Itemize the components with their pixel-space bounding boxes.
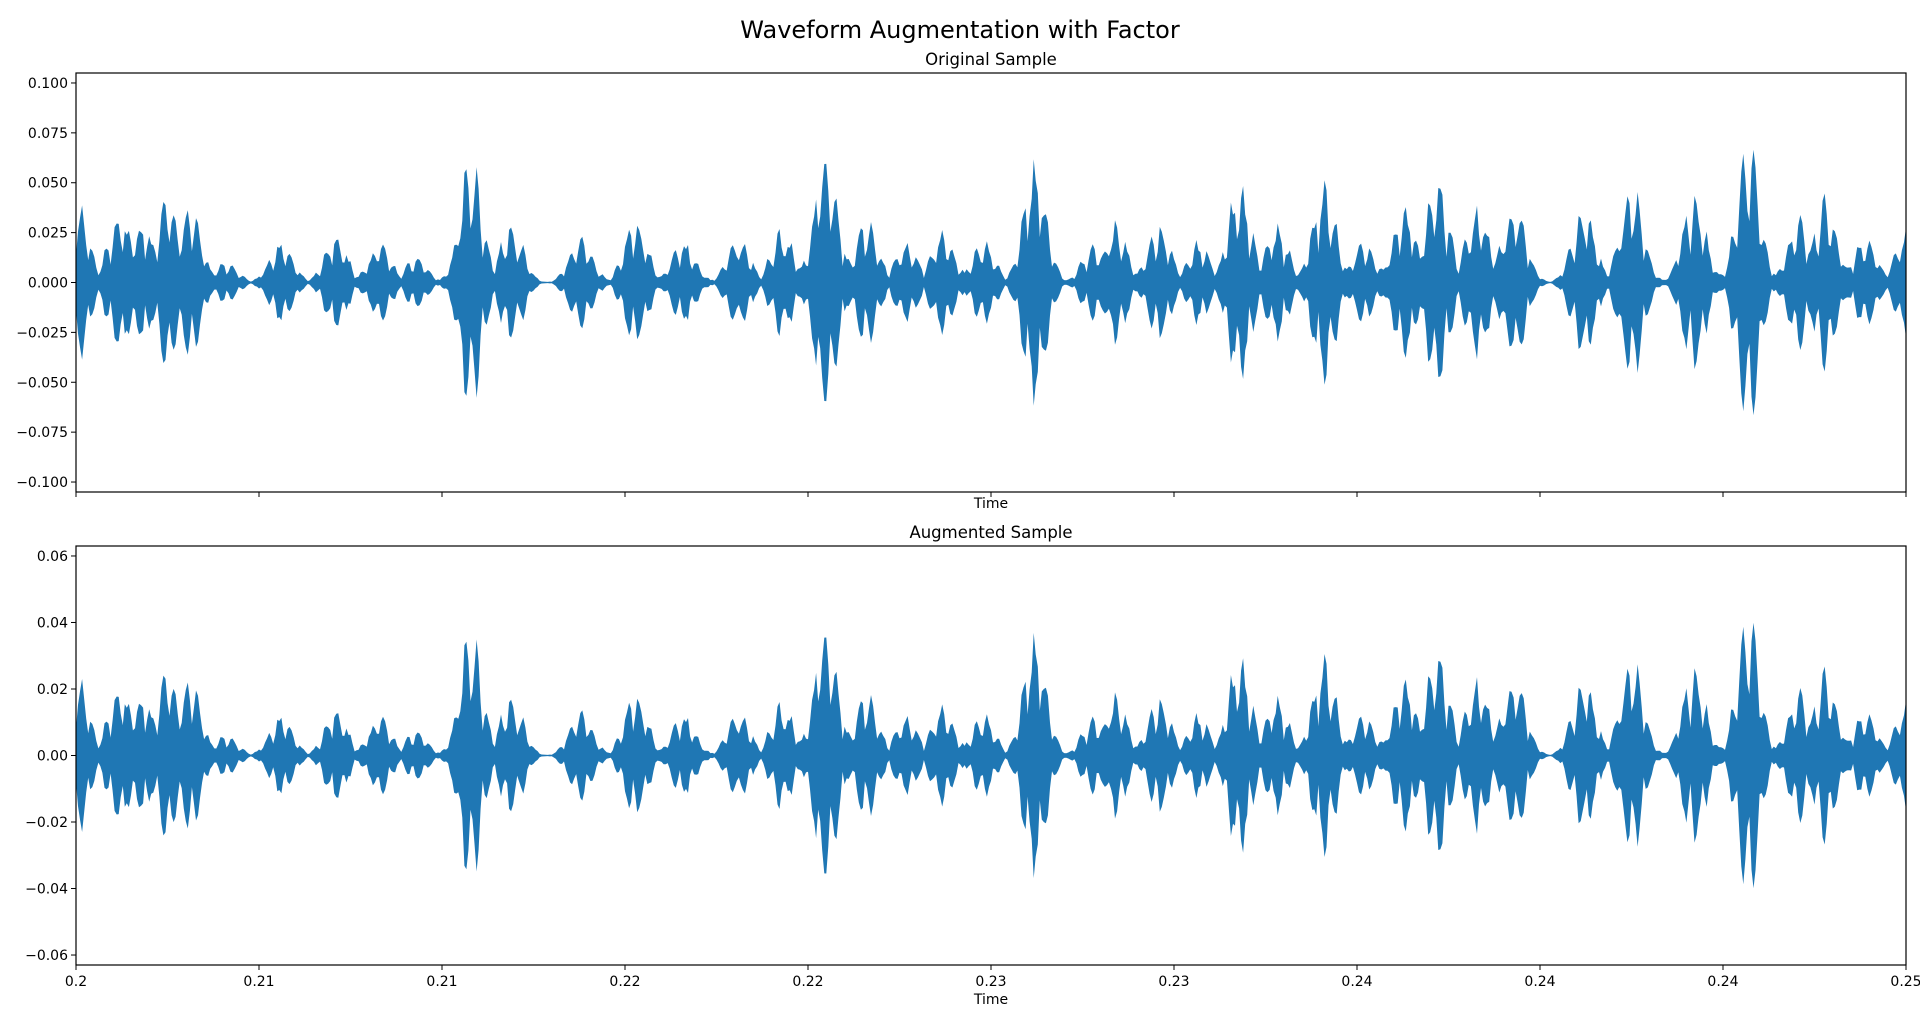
x-tick-label: 0.25 xyxy=(1890,974,1920,990)
x-tick-label: 0.23 xyxy=(975,974,1006,990)
y-tick-label: −0.100 xyxy=(16,475,68,491)
y-tick-label: 0.075 xyxy=(28,126,68,142)
y-tick-label: −0.04 xyxy=(25,882,68,898)
waveform-area xyxy=(76,622,1906,889)
y-tick-label: 0.050 xyxy=(28,176,68,192)
y-tick-label: −0.06 xyxy=(25,948,68,964)
x-tick-label: 0.22 xyxy=(609,974,640,990)
x-tick-label: 0.24 xyxy=(1707,974,1738,990)
axes-original: Original Sample −0.100 −0.075 −0.050 −0.025 0… xyxy=(16,50,1907,512)
y-tick-label: 0.00 xyxy=(37,749,68,765)
axes-augmented: Augmented Sample −0.06 −0.04 −0.02 0.00 0.02 0… xyxy=(25,523,1920,1008)
x-tick-label: 0.22 xyxy=(792,974,823,990)
x-tick-label: 0.24 xyxy=(1341,974,1372,990)
axes-title: Augmented Sample xyxy=(909,523,1072,542)
y-tick-label: −0.025 xyxy=(16,325,68,341)
x-tick-label: 0.21 xyxy=(243,974,274,990)
y-tick-label: −0.075 xyxy=(16,425,68,441)
axes-title: Original Sample xyxy=(925,50,1057,69)
waveform-area xyxy=(76,149,1906,416)
y-tick-label: 0.100 xyxy=(28,76,68,92)
y-tick-label: 0.025 xyxy=(28,226,68,242)
y-tick-label: 0.02 xyxy=(37,682,68,698)
y-tick-label: 0.04 xyxy=(37,615,68,631)
x-axis-label: Time xyxy=(973,496,1008,512)
x-axis-label: Time xyxy=(973,992,1008,1008)
y-tick-label: 0.06 xyxy=(37,549,68,565)
x-tick-label: 0.23 xyxy=(1158,974,1189,990)
y-tick-label: 0.000 xyxy=(28,276,68,292)
x-tick-label: 0.21 xyxy=(426,974,457,990)
x-tick-label: 0.24 xyxy=(1524,974,1555,990)
figure-title: Waveform Augmentation with Factor xyxy=(740,16,1180,44)
x-tick-label: 0.2 xyxy=(65,974,87,990)
y-tick-label: −0.050 xyxy=(16,375,68,391)
y-tick-label: −0.02 xyxy=(25,815,68,831)
